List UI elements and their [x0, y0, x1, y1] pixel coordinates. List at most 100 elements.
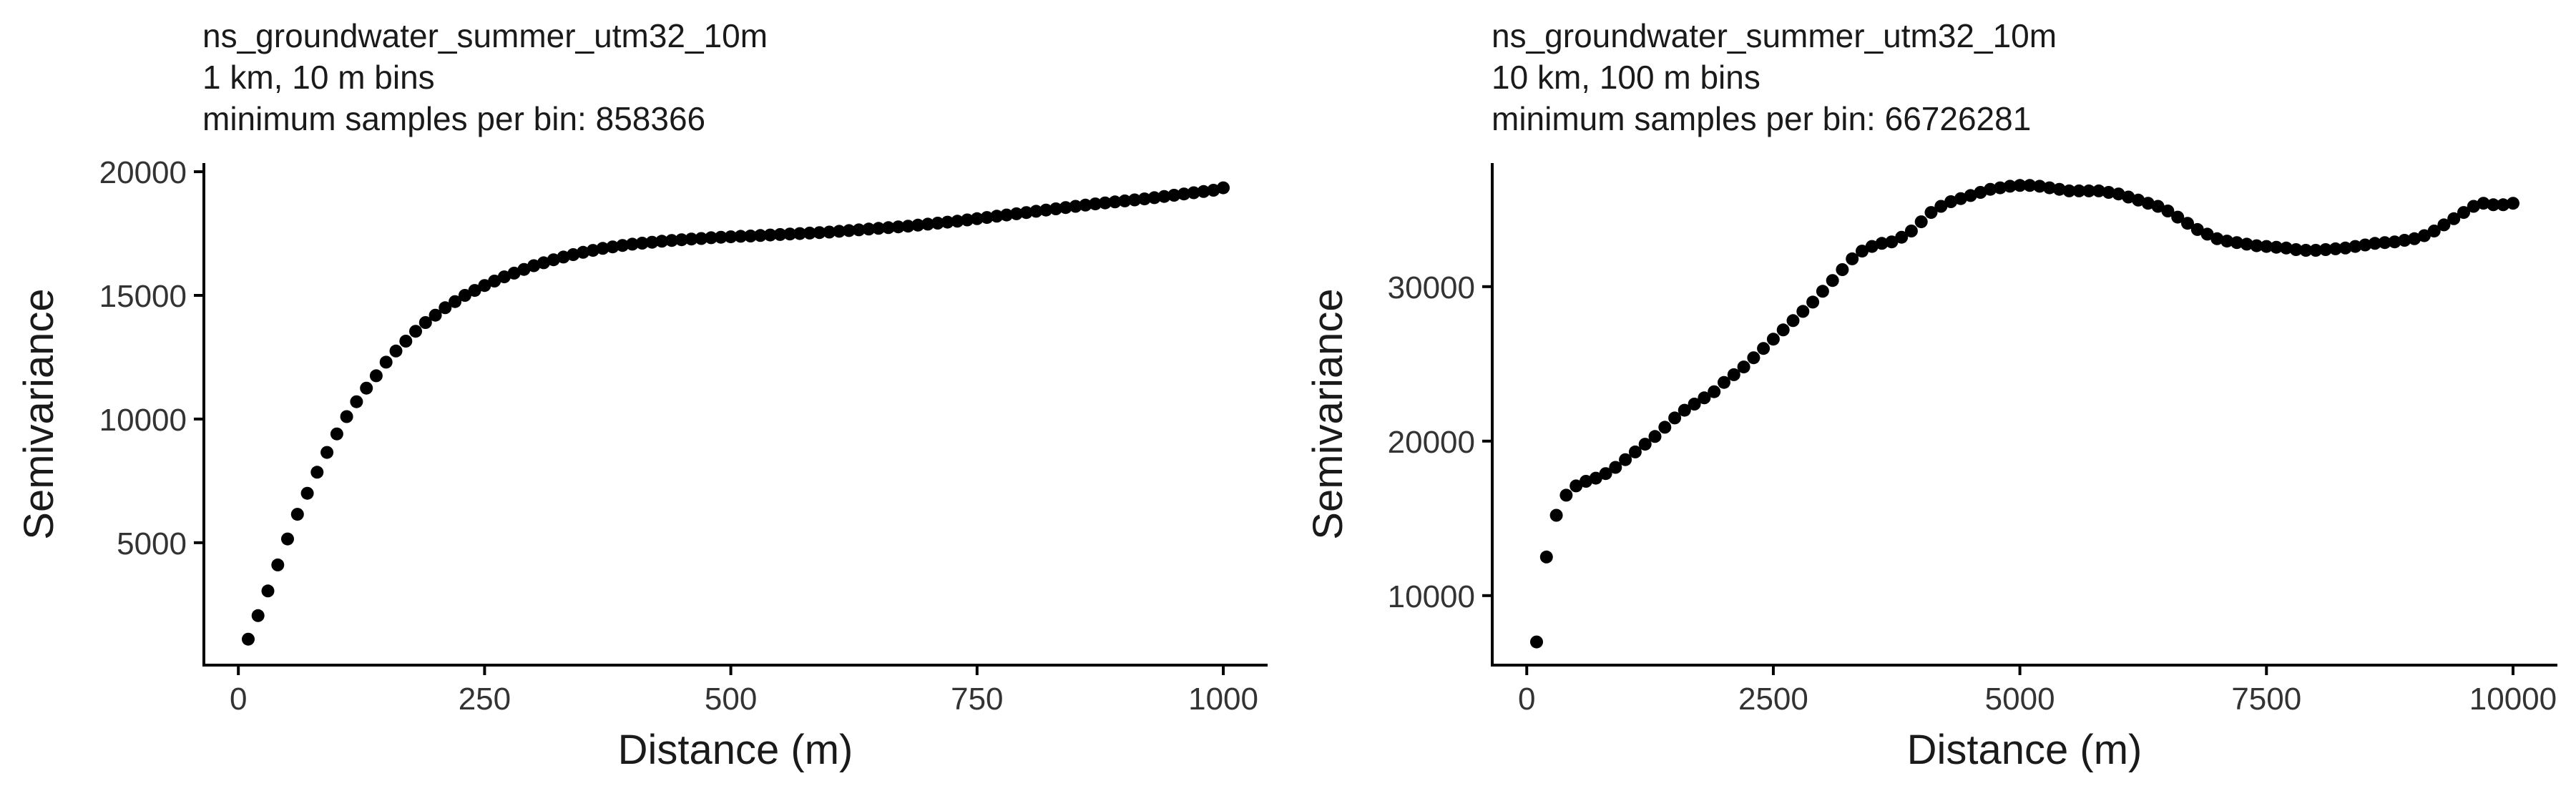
data-point: [1549, 508, 1563, 522]
data-point: [350, 395, 363, 408]
data-point: [1638, 438, 1652, 451]
data-point: [281, 532, 294, 546]
data-point: [2122, 190, 2135, 204]
data-point: [251, 609, 265, 622]
x-axis-ticks: 0 2500 5000 7500 10000: [1518, 665, 2557, 717]
data-point: [1698, 391, 1711, 405]
data-point: [635, 237, 649, 250]
data-point: [596, 242, 609, 255]
data-point: [527, 259, 541, 272]
data-point: [675, 233, 688, 247]
axis-lines: [202, 163, 1268, 667]
data-point: [261, 584, 275, 598]
data-point: [744, 230, 758, 242]
data-point: [1580, 475, 1592, 488]
data-point: [478, 279, 491, 293]
data-point: [881, 221, 895, 235]
data-point: [2250, 239, 2263, 252]
data-point: [911, 218, 925, 232]
data-point: [951, 215, 964, 228]
data-point: [941, 215, 954, 229]
data-point: [1776, 323, 1790, 337]
data-point: [1688, 398, 1701, 411]
data-point: [2457, 206, 2470, 220]
panel-samples-line: minimum samples per bin: 858366: [202, 100, 705, 137]
x-tick-label: 7500: [2231, 682, 2301, 717]
panel-title-line: ns_groundwater_summer_utm32_10m: [202, 17, 768, 54]
data-point: [2181, 217, 2194, 230]
data-point: [2507, 197, 2519, 210]
data-point: [577, 245, 590, 259]
data-point: [2319, 243, 2332, 256]
data-point: [439, 301, 452, 315]
data-point: [2052, 182, 2066, 196]
data-point: [2378, 236, 2391, 250]
data-point: [1727, 368, 1740, 381]
data-point: [1217, 181, 1230, 195]
data-point: [842, 224, 856, 237]
data-point: [2033, 180, 2047, 193]
data-point: [1766, 333, 1780, 346]
data-point: [1836, 263, 1849, 276]
x-axis-label: Distance (m): [618, 727, 853, 773]
data-point: [2013, 179, 2027, 192]
data-point: [537, 256, 550, 270]
data-point: [2398, 234, 2411, 247]
data-point: [1984, 182, 1997, 196]
data-point: [567, 248, 580, 261]
data-point: [2447, 212, 2461, 225]
data-point: [290, 508, 304, 521]
data-point: [655, 235, 669, 248]
data-point: [783, 227, 797, 241]
data-point: [1865, 240, 1879, 253]
data-point: [1089, 197, 1102, 211]
data-point: [2368, 237, 2381, 250]
y-axis-label: Semivariance: [16, 288, 62, 539]
y-tick-label: 30000: [1388, 270, 1475, 305]
data-point: [852, 223, 866, 237]
y-axis-ticks: 10000 20000 30000: [1388, 270, 1492, 614]
data-point: [468, 284, 481, 298]
panel-samples-line: minimum samples per bin: 66726281: [1492, 100, 2031, 137]
data-point: [428, 308, 442, 322]
data-point: [1559, 488, 1573, 502]
data-point: [2072, 184, 2086, 197]
data-point: [1875, 237, 1889, 250]
data-point: [1128, 193, 1142, 207]
data-point: [2408, 232, 2421, 245]
data-points: [1530, 179, 2519, 649]
data-point: [990, 210, 1004, 223]
data-point: [2062, 184, 2076, 197]
data-point: [271, 558, 285, 571]
data-point: [1914, 215, 1928, 229]
data-point: [1187, 186, 1200, 200]
data-point: [330, 427, 343, 441]
data-point: [1895, 230, 1909, 244]
data-point: [1609, 461, 1622, 474]
x-tick-label: 0: [1518, 682, 1535, 717]
data-point: [1816, 285, 1829, 298]
x-axis-ticks: 0 250 500 750 1000: [230, 665, 1258, 717]
data-point: [2289, 243, 2303, 256]
data-point: [1737, 360, 1750, 374]
data-point: [1197, 185, 1210, 198]
data-point: [970, 212, 984, 225]
y-axis-label: Semivariance: [1305, 288, 1351, 539]
data-point: [901, 220, 915, 233]
data-point: [458, 289, 471, 302]
data-point: [625, 237, 639, 251]
data-point: [1147, 191, 1161, 205]
data-point: [1108, 195, 1122, 209]
data-point: [921, 217, 934, 231]
data-point: [980, 211, 994, 225]
data-point: [2487, 198, 2500, 212]
data-point: [547, 253, 560, 267]
data-point: [2417, 229, 2431, 242]
data-point: [497, 270, 511, 284]
data-point: [418, 316, 432, 329]
data-point: [1039, 203, 1053, 217]
data-point: [1059, 201, 1072, 215]
data-point: [449, 295, 462, 308]
